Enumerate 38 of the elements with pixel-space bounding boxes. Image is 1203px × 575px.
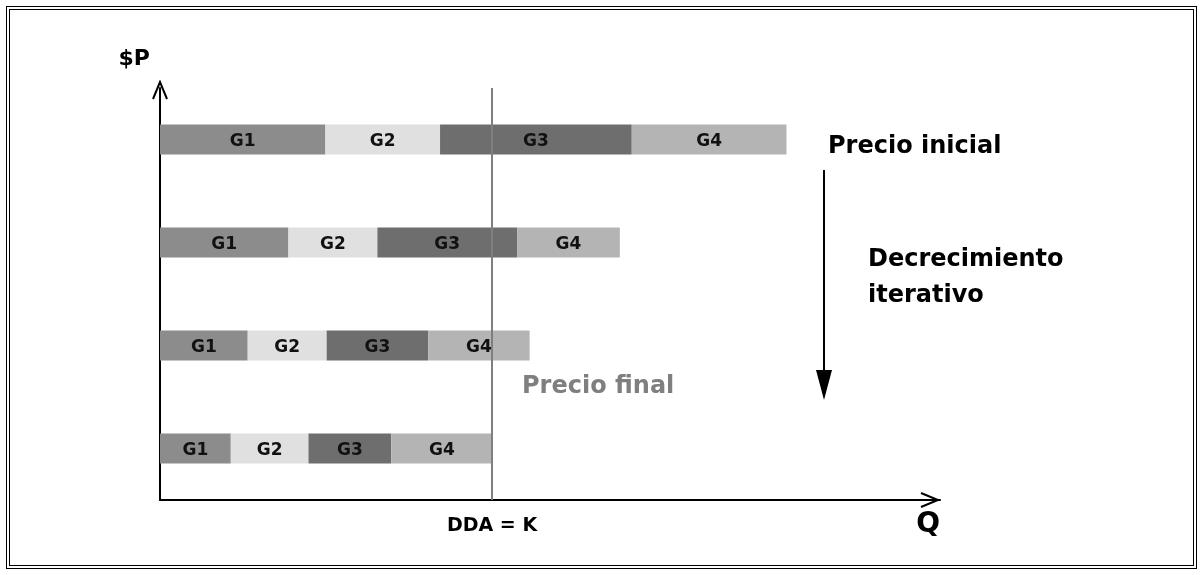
text: G1 [182, 438, 209, 459]
text: Decrecimiento iterativo [868, 244, 1072, 308]
bar [160, 330, 248, 361]
bar [631, 124, 787, 155]
bar [326, 330, 429, 361]
text: Precio inicial [828, 131, 1002, 159]
bar [160, 433, 231, 464]
bar [377, 227, 518, 258]
bar [288, 227, 378, 258]
bar [440, 124, 632, 155]
text: G4 [429, 438, 455, 459]
text: G3 [364, 335, 391, 356]
series-label: G2 [369, 129, 396, 150]
bar [308, 433, 392, 464]
text: G2 [320, 232, 346, 253]
ref-line-label: DDA = K [446, 512, 539, 535]
bar [391, 433, 493, 464]
series-label: G1 [229, 129, 256, 150]
text: G2 [256, 438, 283, 459]
bar [160, 227, 289, 258]
text: G2 [274, 335, 301, 356]
text: G3 [336, 438, 363, 459]
text: G4 [555, 232, 582, 253]
bar [325, 124, 441, 155]
text: G4 [465, 335, 492, 356]
text: G3 [434, 232, 461, 253]
series-label: G4 [696, 129, 723, 150]
bar [428, 330, 530, 361]
bar [247, 330, 327, 361]
series-label: G3 [523, 129, 549, 150]
text: G1 [190, 335, 217, 356]
bar [517, 227, 620, 258]
bar [160, 124, 326, 155]
bar [230, 433, 309, 464]
y-axis-title: $P [118, 44, 150, 70]
text: G1 [211, 232, 238, 253]
annotation: Precio final [522, 371, 675, 399]
x-axis-title: Q [916, 505, 940, 539]
